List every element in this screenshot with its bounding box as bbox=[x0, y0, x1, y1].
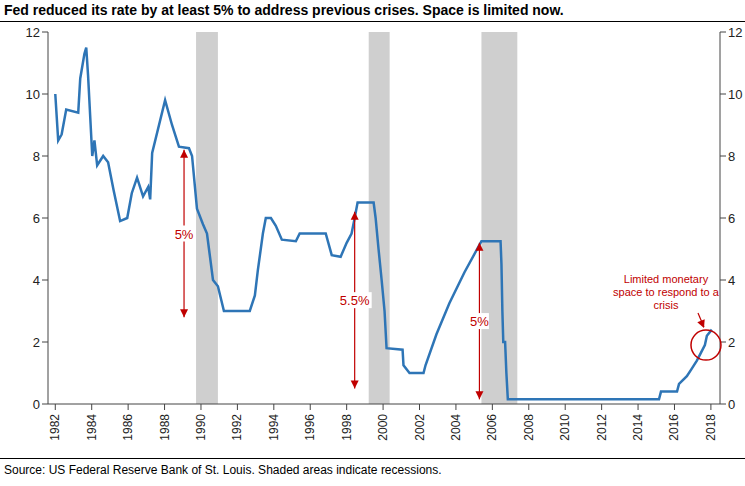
svg-text:2010: 2010 bbox=[558, 414, 572, 441]
svg-text:6: 6 bbox=[728, 211, 735, 226]
svg-text:2014: 2014 bbox=[631, 414, 645, 441]
svg-text:1992: 1992 bbox=[230, 414, 244, 441]
svg-text:4: 4 bbox=[728, 273, 735, 288]
svg-text:12: 12 bbox=[26, 25, 40, 40]
svg-text:2002: 2002 bbox=[413, 414, 427, 441]
svg-text:2012: 2012 bbox=[595, 414, 609, 441]
svg-text:2004: 2004 bbox=[449, 414, 463, 441]
svg-text:1994: 1994 bbox=[267, 414, 281, 441]
svg-text:2008: 2008 bbox=[522, 414, 536, 441]
html-text:Fed reduced its rate by at lea: Fed reduced its rate by at least 5% to a… bbox=[4, 2, 564, 18]
svg-text:0: 0 bbox=[728, 397, 735, 412]
svg-text:1990: 1990 bbox=[194, 414, 208, 441]
svg-text:12: 12 bbox=[728, 25, 737, 40]
svg-text:1988: 1988 bbox=[158, 414, 172, 441]
svg-text:1998: 1998 bbox=[340, 414, 354, 441]
svg-text:5%: 5% bbox=[470, 314, 489, 329]
svg-text:0: 0 bbox=[33, 397, 40, 412]
svg-text:6: 6 bbox=[33, 211, 40, 226]
svg-text:2018: 2018 bbox=[704, 414, 718, 441]
svg-text:2000: 2000 bbox=[376, 414, 390, 441]
svg-text:1996: 1996 bbox=[303, 414, 317, 441]
svg-text:1984: 1984 bbox=[85, 414, 99, 441]
svg-text:2: 2 bbox=[728, 335, 735, 350]
svg-text:2: 2 bbox=[33, 335, 40, 350]
svg-text:10: 10 bbox=[728, 87, 737, 102]
svg-text:8: 8 bbox=[728, 149, 735, 164]
svg-text:5.5%: 5.5% bbox=[340, 293, 370, 308]
svg-text:1982: 1982 bbox=[48, 414, 62, 441]
svg-text:1986: 1986 bbox=[121, 414, 135, 441]
svg-text:8: 8 bbox=[33, 149, 40, 164]
html-text:Source: US Federal Reserve Ban: Source: US Federal Reserve Bank of St. L… bbox=[4, 463, 442, 477]
svg-text:4: 4 bbox=[33, 273, 40, 288]
svg-text:2016: 2016 bbox=[667, 414, 681, 441]
svg-text:2006: 2006 bbox=[485, 414, 499, 441]
svg-text:10: 10 bbox=[26, 87, 40, 102]
svg-text:Limited monetaryspace to respo: Limited monetaryspace to respond to acri… bbox=[613, 273, 720, 311]
svg-text:5%: 5% bbox=[175, 227, 194, 242]
